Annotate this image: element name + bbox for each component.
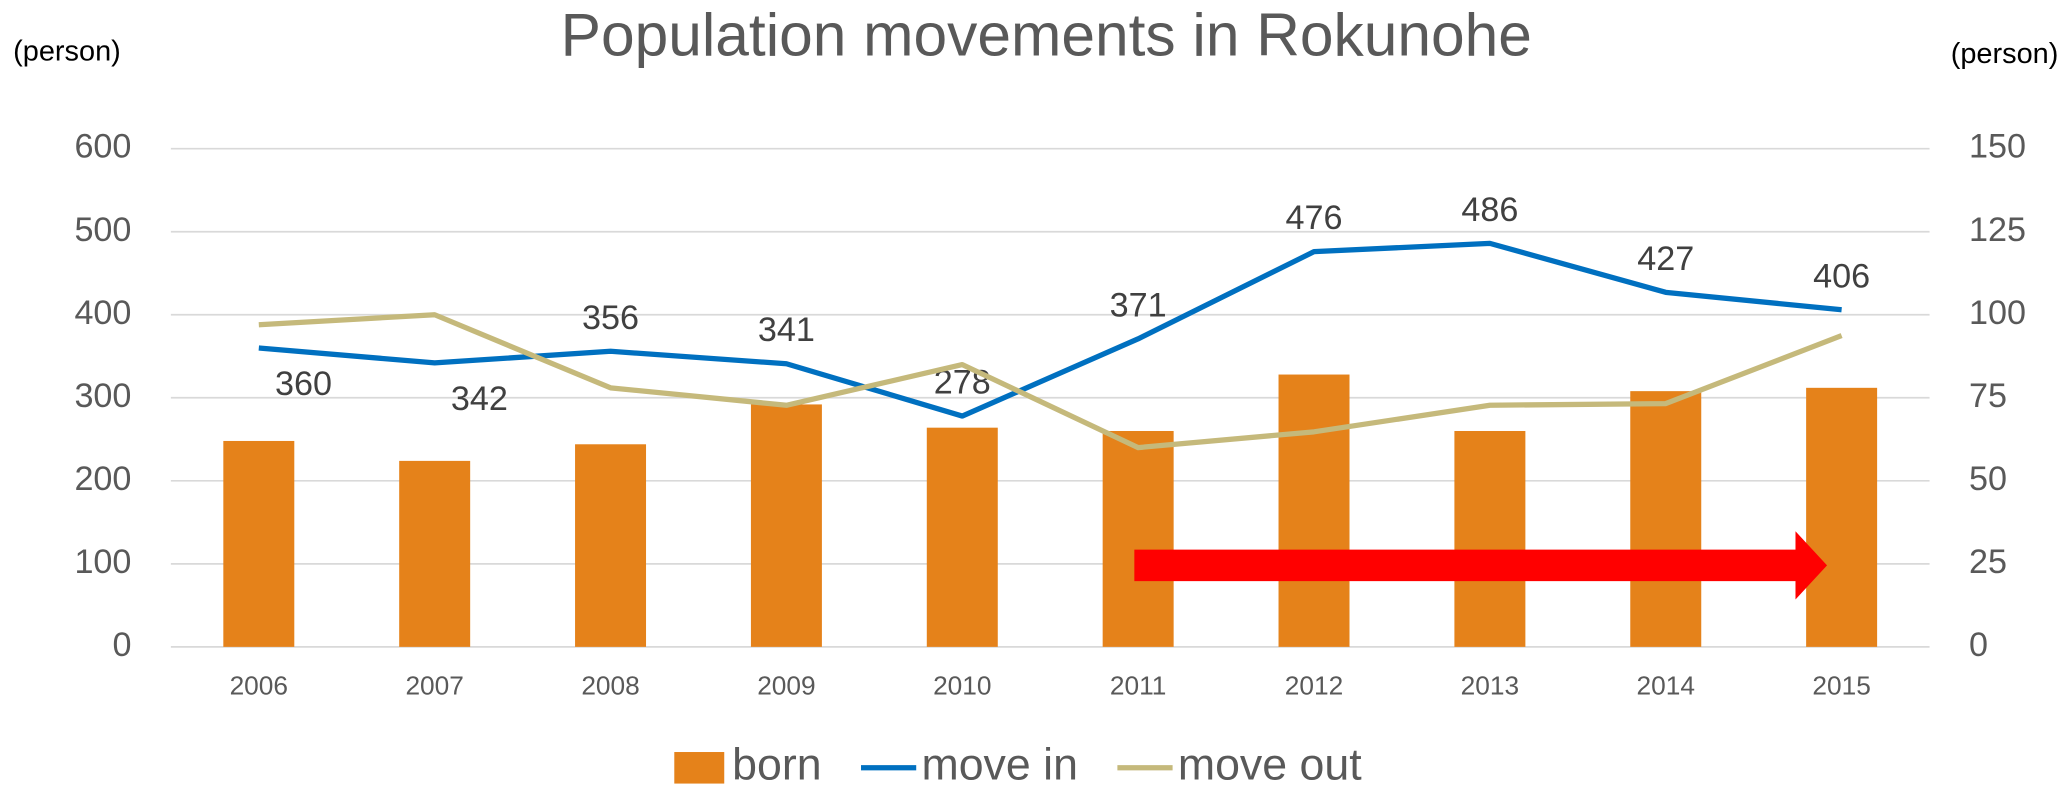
legend-label: born [732, 741, 821, 789]
y-axis-label: (person) [13, 35, 121, 67]
y2-tick-label: 0 [1969, 626, 1988, 664]
x-tick-label: 2009 [757, 671, 815, 701]
y-tick-label: 400 [74, 294, 131, 332]
bar [575, 444, 647, 647]
x-tick-label: 2013 [1461, 671, 1519, 701]
plot-area: 0 100 200 300 400 500 600 0 25 50 75 100 125 150 2006 2… [74, 128, 2026, 701]
x-tick-label: 2007 [405, 671, 463, 701]
y2-axis-label: (person) [1951, 38, 2059, 70]
data-label: 341 [758, 311, 815, 349]
red-arrow [1134, 531, 1828, 600]
annotation-arrow [1134, 531, 1828, 600]
y-tick-label: 0 [112, 626, 131, 664]
y2-tick-label: 25 [1969, 543, 2007, 581]
y-tick-label: 600 [74, 128, 131, 166]
legend-label: move in [921, 741, 1077, 789]
line-series [258, 240, 1842, 419]
line-series [258, 312, 1843, 451]
y2-tick-label: 100 [1969, 294, 2026, 332]
bar [1278, 374, 1350, 647]
legend: born move in move out [674, 741, 1362, 790]
data-label: 371 [1110, 286, 1167, 324]
bar [1102, 430, 1174, 647]
y2-tick-label: 75 [1969, 377, 2007, 415]
bar [223, 440, 295, 647]
bar [750, 404, 822, 647]
bar [1454, 430, 1526, 647]
data-label: 486 [1461, 191, 1518, 229]
y2-tick-label: 50 [1969, 460, 2007, 498]
chart-title: Population movements in Rokunohe [561, 1, 1532, 69]
y-tick-label: 500 [74, 211, 131, 249]
data-label: 356 [582, 299, 639, 337]
bar [399, 460, 471, 647]
x-tick-label: 2011 [1110, 671, 1166, 701]
x-tick-label: 2014 [1637, 671, 1695, 701]
x-tick-label: 2008 [581, 671, 639, 701]
x-tick-label: 2015 [1812, 671, 1870, 701]
x-tick-label: 2012 [1285, 671, 1343, 701]
data-label: 476 [1286, 199, 1343, 237]
data-label: 360 [275, 365, 332, 403]
data-label: 406 [1813, 257, 1870, 295]
y-tick-label: 100 [74, 543, 131, 581]
y-tick-label: 200 [74, 460, 131, 498]
bar [1806, 387, 1878, 647]
x-tick-label: 2010 [933, 671, 991, 701]
y-tick-label: 300 [74, 377, 131, 415]
y2-tick-label: 150 [1969, 128, 2026, 166]
bar [1630, 391, 1702, 647]
y2-tick-label: 125 [1969, 211, 2026, 249]
bar [926, 427, 998, 647]
data-label: 427 [1637, 240, 1694, 278]
x-tick-label: 2006 [230, 671, 288, 701]
legend-swatch [674, 752, 725, 784]
legend-label: move out [1178, 741, 1362, 789]
data-label: 342 [451, 380, 508, 418]
